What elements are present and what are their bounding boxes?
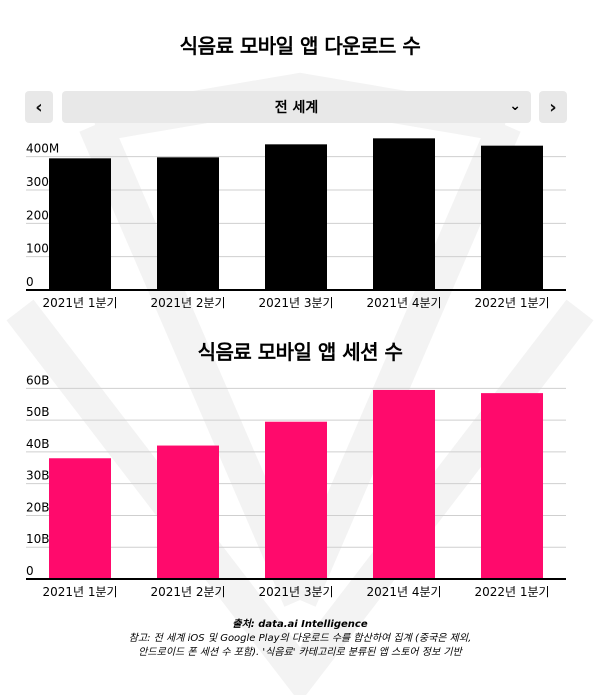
region-selected-label: 전 세계 bbox=[274, 100, 319, 116]
downloads-chart-title: 식음료 모바일 앱 다운로드 수 bbox=[179, 34, 421, 58]
note-line-1: 참고: 전 세계 iOS 및 Google Play의 다운로드 수를 합산하여… bbox=[128, 633, 472, 644]
x-tick-label: 2021년 2분기 bbox=[150, 585, 225, 599]
bar bbox=[49, 158, 111, 290]
region-dropdown[interactable]: 전 세계 ⌄ bbox=[62, 91, 531, 123]
y-tick-label: 30B bbox=[26, 469, 50, 483]
bar bbox=[157, 445, 219, 579]
bar bbox=[373, 138, 435, 290]
source-text: 출처: data.ai Intelligence bbox=[232, 619, 368, 630]
sessions-chart-title: 식음료 모바일 앱 세션 수 bbox=[197, 340, 403, 364]
next-region-button[interactable]: › bbox=[539, 91, 567, 123]
x-tick-label: 2022년 1분기 bbox=[474, 585, 549, 599]
bar bbox=[265, 421, 327, 579]
y-tick-label: 60B bbox=[26, 373, 50, 387]
x-tick-label: 2021년 3분기 bbox=[258, 585, 333, 599]
y-tick-label: 40B bbox=[26, 437, 50, 451]
y-tick-label: 50B bbox=[26, 405, 50, 419]
chevron-right-icon: › bbox=[549, 96, 557, 118]
bar bbox=[373, 389, 435, 579]
x-tick-label: 2022년 1분기 bbox=[474, 296, 549, 310]
x-tick-label: 2021년 4분기 bbox=[366, 585, 441, 599]
y-tick-label: 0 bbox=[26, 564, 34, 578]
sessions-bar-chart: 0 10B 20B 30B 40B 50B 60B 2021년 1분기 2021년 2분기 202… bbox=[26, 373, 566, 599]
y-tick-label: 10B bbox=[26, 532, 50, 546]
x-tick-label: 2021년 2분기 bbox=[150, 296, 225, 310]
bar bbox=[481, 145, 543, 290]
x-tick-label: 2021년 3분기 bbox=[258, 296, 333, 310]
bar bbox=[481, 393, 543, 579]
y-tick-label: 0 bbox=[26, 275, 34, 289]
y-tick-label: 400M bbox=[26, 142, 59, 156]
bar bbox=[157, 157, 219, 290]
x-tick-label: 2021년 1분기 bbox=[42, 585, 117, 599]
chevron-down-icon: ⌄ bbox=[509, 98, 521, 114]
chevron-left-icon: ‹ bbox=[35, 96, 43, 118]
bar bbox=[265, 144, 327, 290]
note-line-2: 안드로이드 폰 세션 수 포함). '식음료' 카테고리로 분류된 앱 스토어 … bbox=[138, 647, 462, 658]
x-tick-label: 2021년 4분기 bbox=[366, 296, 441, 310]
y-tick-label: 20B bbox=[26, 500, 50, 514]
x-tick-label: 2021년 1분기 bbox=[42, 296, 117, 310]
previous-region-button[interactable]: ‹ bbox=[25, 91, 53, 123]
bar bbox=[49, 458, 111, 579]
